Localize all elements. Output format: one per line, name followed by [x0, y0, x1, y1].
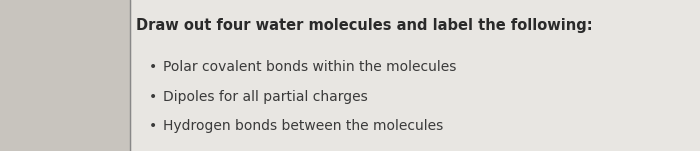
- Text: Dipoles for all partial charges: Dipoles for all partial charges: [163, 90, 368, 104]
- Text: Polar covalent bonds within the molecules: Polar covalent bonds within the molecule…: [163, 60, 456, 74]
- Text: •: •: [149, 119, 158, 133]
- Text: •: •: [149, 60, 158, 74]
- Text: •: •: [149, 90, 158, 104]
- Bar: [0, 0, 130, 151]
- Text: Hydrogen bonds between the molecules: Hydrogen bonds between the molecules: [163, 119, 443, 133]
- Text: Draw out four water molecules and label the following:: Draw out four water molecules and label …: [136, 18, 593, 33]
